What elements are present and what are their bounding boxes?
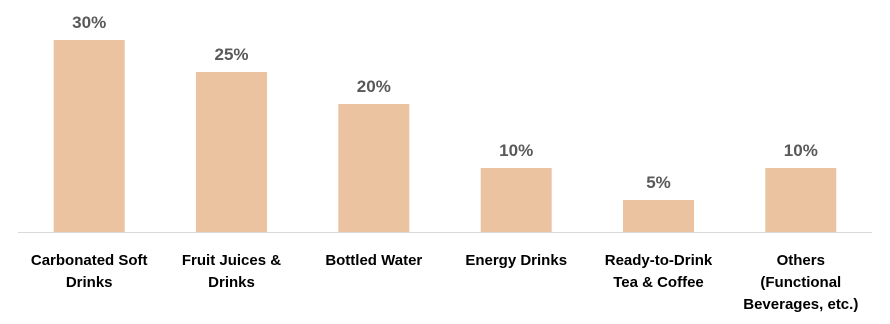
category-label-line: Bottled Water (325, 252, 422, 269)
category-label-line: Others (777, 252, 825, 269)
category-label-line: Fruit Juices & (182, 252, 281, 269)
category-labels-layer: Carbonated Soft Drinks Fruit Juices & Drink… (31, 252, 858, 313)
category-label-line: Beverages, etc.) (743, 296, 858, 313)
category-label-4: Ready-to-Drink Tea & Coffee (605, 252, 713, 291)
category-label-line: Carbonated Soft (31, 252, 148, 269)
category-label-line: (Functional (760, 274, 841, 291)
category-label-line: Ready-to-Drink (605, 252, 713, 269)
bar-value-label-0: 30% (72, 13, 106, 32)
bar-value-label-2: 20% (357, 77, 391, 96)
value-labels-layer: 30% 25% 20% 10% 5% 10% (72, 13, 818, 192)
bar-3 (480, 168, 552, 232)
category-label-0: Carbonated Soft Drinks (31, 252, 148, 291)
bar-value-label-5: 10% (784, 141, 818, 160)
category-label-1: Fruit Juices & Drinks (182, 252, 281, 291)
bar-2 (338, 104, 410, 232)
category-label-line: Drinks (208, 274, 255, 291)
bar-1 (196, 72, 267, 232)
category-label-2: Bottled Water (325, 252, 422, 269)
category-label-line: Drinks (66, 274, 113, 291)
bars-layer (53, 40, 837, 232)
bar-4 (623, 200, 694, 232)
bar-value-label-4: 5% (646, 173, 671, 192)
category-label-line: Tea & Coffee (613, 274, 704, 291)
category-label-line: Energy Drinks (465, 252, 567, 269)
bar-5 (765, 168, 837, 232)
bar-0 (53, 40, 125, 232)
bar-value-label-1: 25% (214, 45, 248, 64)
category-label-3: Energy Drinks (465, 252, 567, 269)
category-label-5: Others (Functional Beverages, etc.) (743, 252, 858, 313)
bar-value-label-3: 10% (499, 141, 533, 160)
